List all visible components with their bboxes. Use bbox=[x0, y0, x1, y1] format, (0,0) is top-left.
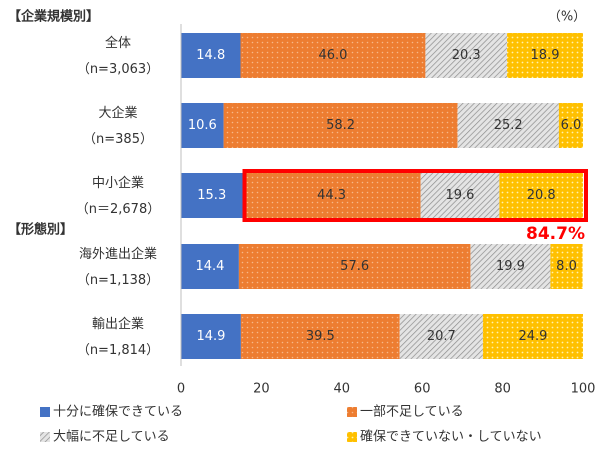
legend-marker bbox=[347, 432, 357, 442]
bar-segment bbox=[558, 103, 583, 148]
bar-segment bbox=[240, 314, 400, 359]
bar-segment bbox=[550, 244, 583, 289]
value-label: 44.3 bbox=[317, 188, 346, 203]
bar-segment bbox=[181, 244, 239, 289]
group-label: 【企業規模別】 bbox=[8, 9, 99, 25]
unit-label: （%） bbox=[548, 10, 586, 25]
value-label: 18.9 bbox=[531, 48, 560, 63]
value-label: 58.2 bbox=[326, 118, 355, 133]
bar-segment bbox=[240, 33, 426, 78]
value-label: 19.6 bbox=[446, 188, 475, 203]
legend-marker bbox=[347, 407, 357, 417]
value-label: 10.6 bbox=[188, 118, 217, 133]
category-count: （n=385） bbox=[83, 132, 153, 147]
bar-segment bbox=[507, 33, 583, 78]
bar-segment bbox=[181, 33, 241, 78]
legend-marker bbox=[40, 432, 50, 442]
bar-segment bbox=[181, 314, 241, 359]
bar-segment bbox=[499, 173, 583, 218]
value-label: 25.2 bbox=[494, 118, 523, 133]
bar-segment bbox=[242, 173, 421, 218]
value-label: 24.9 bbox=[518, 329, 547, 344]
value-label: 6.0 bbox=[561, 118, 582, 133]
bar-segment bbox=[223, 103, 458, 148]
x-tick-label: 20 bbox=[253, 382, 270, 397]
bar-segment bbox=[238, 244, 471, 289]
value-label: 20.7 bbox=[427, 329, 456, 344]
highlight-annotation: 84.7% bbox=[526, 224, 585, 244]
bar-segment bbox=[470, 244, 551, 289]
bar-segment bbox=[181, 173, 243, 218]
bar-segment bbox=[420, 173, 500, 218]
bar-segment bbox=[425, 33, 508, 78]
x-tick-label: 80 bbox=[494, 382, 511, 397]
legend-marker bbox=[40, 407, 50, 417]
bar-segment bbox=[457, 103, 559, 148]
value-label: 15.3 bbox=[197, 188, 226, 203]
value-label: 14.8 bbox=[196, 48, 225, 63]
x-tick-label: 0 bbox=[177, 382, 185, 397]
category-label: 海外進出企業 bbox=[79, 246, 157, 262]
x-tick-label: 100 bbox=[571, 382, 596, 397]
category-label: 中小企業 bbox=[92, 175, 144, 191]
value-label: 46.0 bbox=[318, 48, 347, 63]
category-count: （n＝2,678） bbox=[76, 202, 160, 217]
x-tick-label: 40 bbox=[334, 382, 351, 397]
legend-label: 一部不足している bbox=[360, 405, 464, 420]
category-label: 大企業 bbox=[98, 105, 137, 121]
legend-label: 十分に確保できている bbox=[53, 404, 183, 420]
value-label: 39.5 bbox=[306, 329, 335, 344]
value-label: 8.0 bbox=[556, 259, 577, 274]
bar-segment bbox=[399, 314, 483, 359]
value-label: 14.4 bbox=[195, 259, 224, 274]
bar-segment bbox=[181, 103, 224, 148]
category-count: （n=1,814） bbox=[77, 343, 159, 358]
group-label: 【形態別】 bbox=[8, 222, 73, 238]
category-count: （n=3,063） bbox=[77, 62, 159, 77]
category-label: 輸出企業 bbox=[92, 316, 144, 332]
bar-segment bbox=[482, 314, 583, 359]
category-count: （n=1,138） bbox=[77, 273, 159, 288]
value-label: 20.8 bbox=[527, 188, 556, 203]
category-label: 全体 bbox=[105, 35, 131, 51]
value-label: 57.6 bbox=[340, 259, 369, 274]
legend-label: 大幅に不足している bbox=[53, 430, 170, 445]
x-tick-label: 60 bbox=[414, 382, 431, 397]
value-label: 19.9 bbox=[496, 259, 525, 274]
highlight-box bbox=[242, 169, 588, 222]
value-label: 20.3 bbox=[452, 48, 481, 63]
legend-label: 確保できていない・していない bbox=[360, 429, 542, 445]
value-label: 14.9 bbox=[196, 329, 225, 344]
